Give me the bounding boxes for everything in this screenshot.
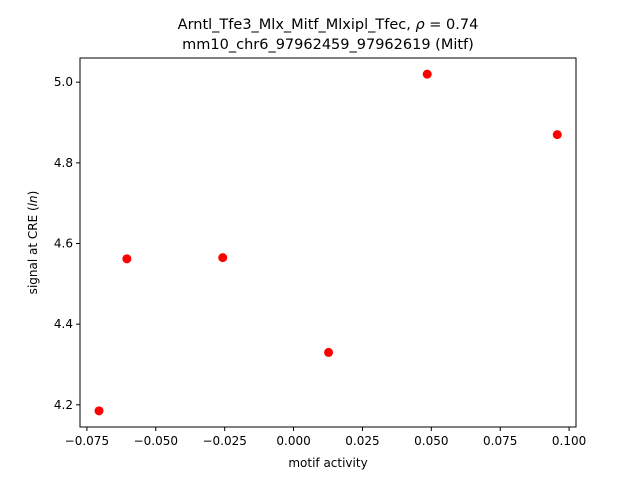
x-tick-label: 0.050 — [414, 434, 448, 448]
data-point — [122, 254, 132, 264]
data-points — [94, 69, 562, 416]
y-tick-label: 4.8 — [54, 156, 73, 170]
axes-frame — [79, 57, 577, 428]
y-tick-label: 4.4 — [54, 317, 73, 331]
data-point — [218, 253, 228, 263]
x-tick-label: −0.025 — [202, 434, 246, 448]
y-tick-label: 4.6 — [54, 237, 73, 251]
data-point — [324, 347, 334, 357]
x-tick-label: −0.050 — [134, 434, 178, 448]
x-tick-label: −0.075 — [65, 434, 109, 448]
chart-title-line-2: mm10_chr6_97962459_97962619 (Mitf) — [182, 37, 474, 53]
y-tick-label: 5.0 — [54, 75, 73, 89]
y-tick-label: 4.2 — [54, 398, 73, 412]
x-tick-label: 0.000 — [276, 434, 310, 448]
axis-ticks: −0.075 −0.050 −0.025 0.000 0.025 0.050 0.075 0.… — [54, 75, 586, 448]
x-tick-label: 0.025 — [345, 434, 379, 448]
y-axis-label: signal at CRE (ln) — [26, 191, 40, 295]
data-point — [94, 406, 104, 416]
x-tick-label: 0.075 — [483, 434, 517, 448]
chart-title-line-1: Arntl_Tfe3_Mlx_Mitf_Mlxipl_Tfec, ρ = 0.7… — [178, 17, 479, 33]
x-axis-label: motif activity — [288, 456, 367, 470]
data-point — [552, 130, 562, 140]
x-tick-label: 0.100 — [552, 434, 586, 448]
data-point — [422, 69, 432, 79]
